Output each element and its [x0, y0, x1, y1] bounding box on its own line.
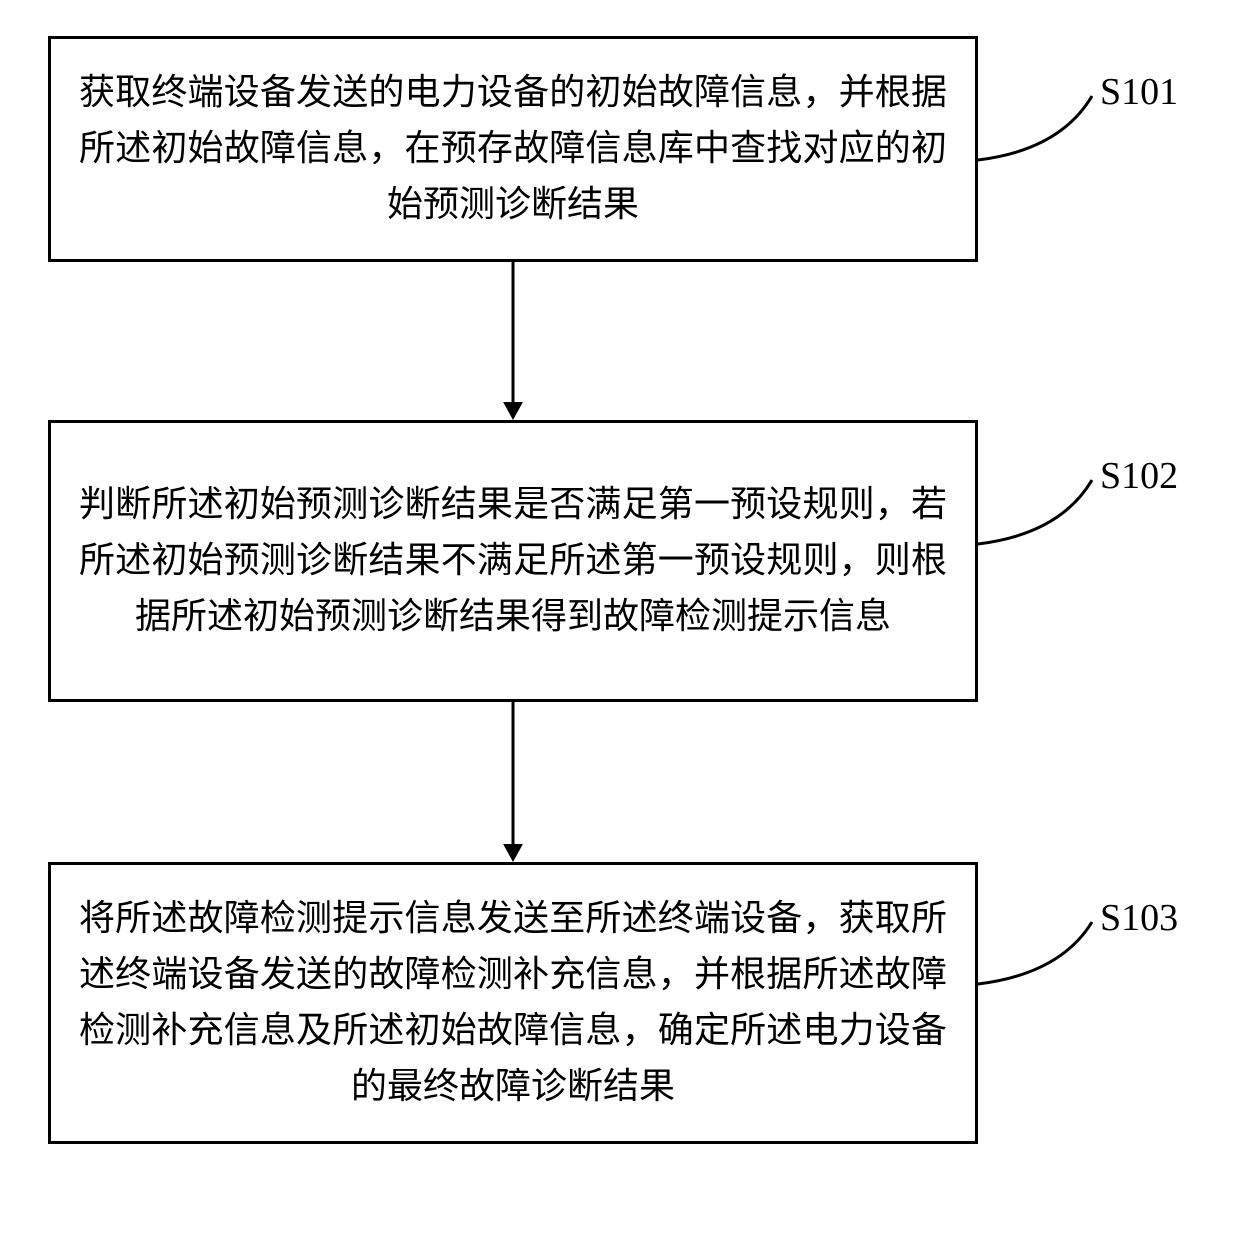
connector-layer	[0, 0, 1240, 1240]
flowchart-canvas: 获取终端设备发送的电力设备的初始故障信息，并根据所述初始故障信息，在预存故障信息…	[0, 0, 1240, 1240]
